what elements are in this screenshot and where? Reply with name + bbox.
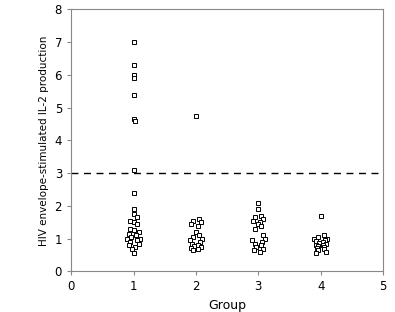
X-axis label: Group: Group — [208, 299, 246, 312]
Y-axis label: HIV envelope-stimulated IL-2 production: HIV envelope-stimulated IL-2 production — [39, 35, 49, 246]
